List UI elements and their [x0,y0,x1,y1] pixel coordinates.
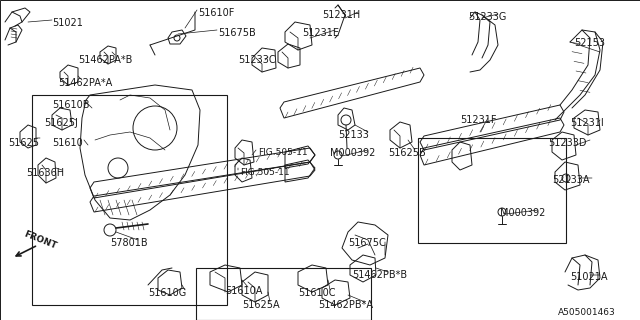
Text: 51021A: 51021A [570,272,607,282]
Text: FRONT: FRONT [22,229,58,251]
Text: 51233G: 51233G [468,12,506,22]
Text: 51231H: 51231H [322,10,360,20]
Text: 51625: 51625 [8,138,39,148]
Text: 51675C: 51675C [348,238,386,248]
Bar [418,138,566,243]
Text: M000392: M000392 [330,148,376,158]
Text: 51462PB*A: 51462PB*A [318,300,373,310]
Text: 51462PB*B: 51462PB*B [352,270,407,280]
Text: 51625B: 51625B [388,148,426,158]
Text: FIG.505-11: FIG.505-11 [258,148,308,157]
Text: 51625A: 51625A [242,300,280,310]
Text: M000392: M000392 [500,208,545,218]
Text: 52153: 52153 [574,38,605,48]
Text: 51610F: 51610F [198,8,234,18]
Text: 51233D: 51233D [548,138,586,148]
Text: 51231E: 51231E [302,28,339,38]
Bar [196,268,371,320]
Text: 51231F: 51231F [460,115,497,125]
Text: FIG.505-11: FIG.505-11 [240,168,290,177]
Text: 51021: 51021 [52,18,83,28]
Text: 51610G: 51610G [148,288,186,298]
Text: 51610: 51610 [52,138,83,148]
Text: 52133A: 52133A [552,175,589,185]
Text: 52133: 52133 [338,130,369,140]
Text: 51636H: 51636H [26,168,64,178]
Text: A505001463: A505001463 [558,308,616,317]
Text: 51233C: 51233C [238,55,276,65]
Text: 51462PA*B: 51462PA*B [78,55,132,65]
Text: 51610C: 51610C [298,288,335,298]
Bar [32,95,227,305]
Text: 51610B: 51610B [52,100,90,110]
Text: 51625J: 51625J [44,118,78,128]
Text: 51231I: 51231I [570,118,604,128]
Text: 51610A: 51610A [225,286,262,296]
Text: 57801B: 57801B [110,238,148,248]
Text: 51462PA*A: 51462PA*A [58,78,112,88]
Text: 51675B: 51675B [218,28,256,38]
